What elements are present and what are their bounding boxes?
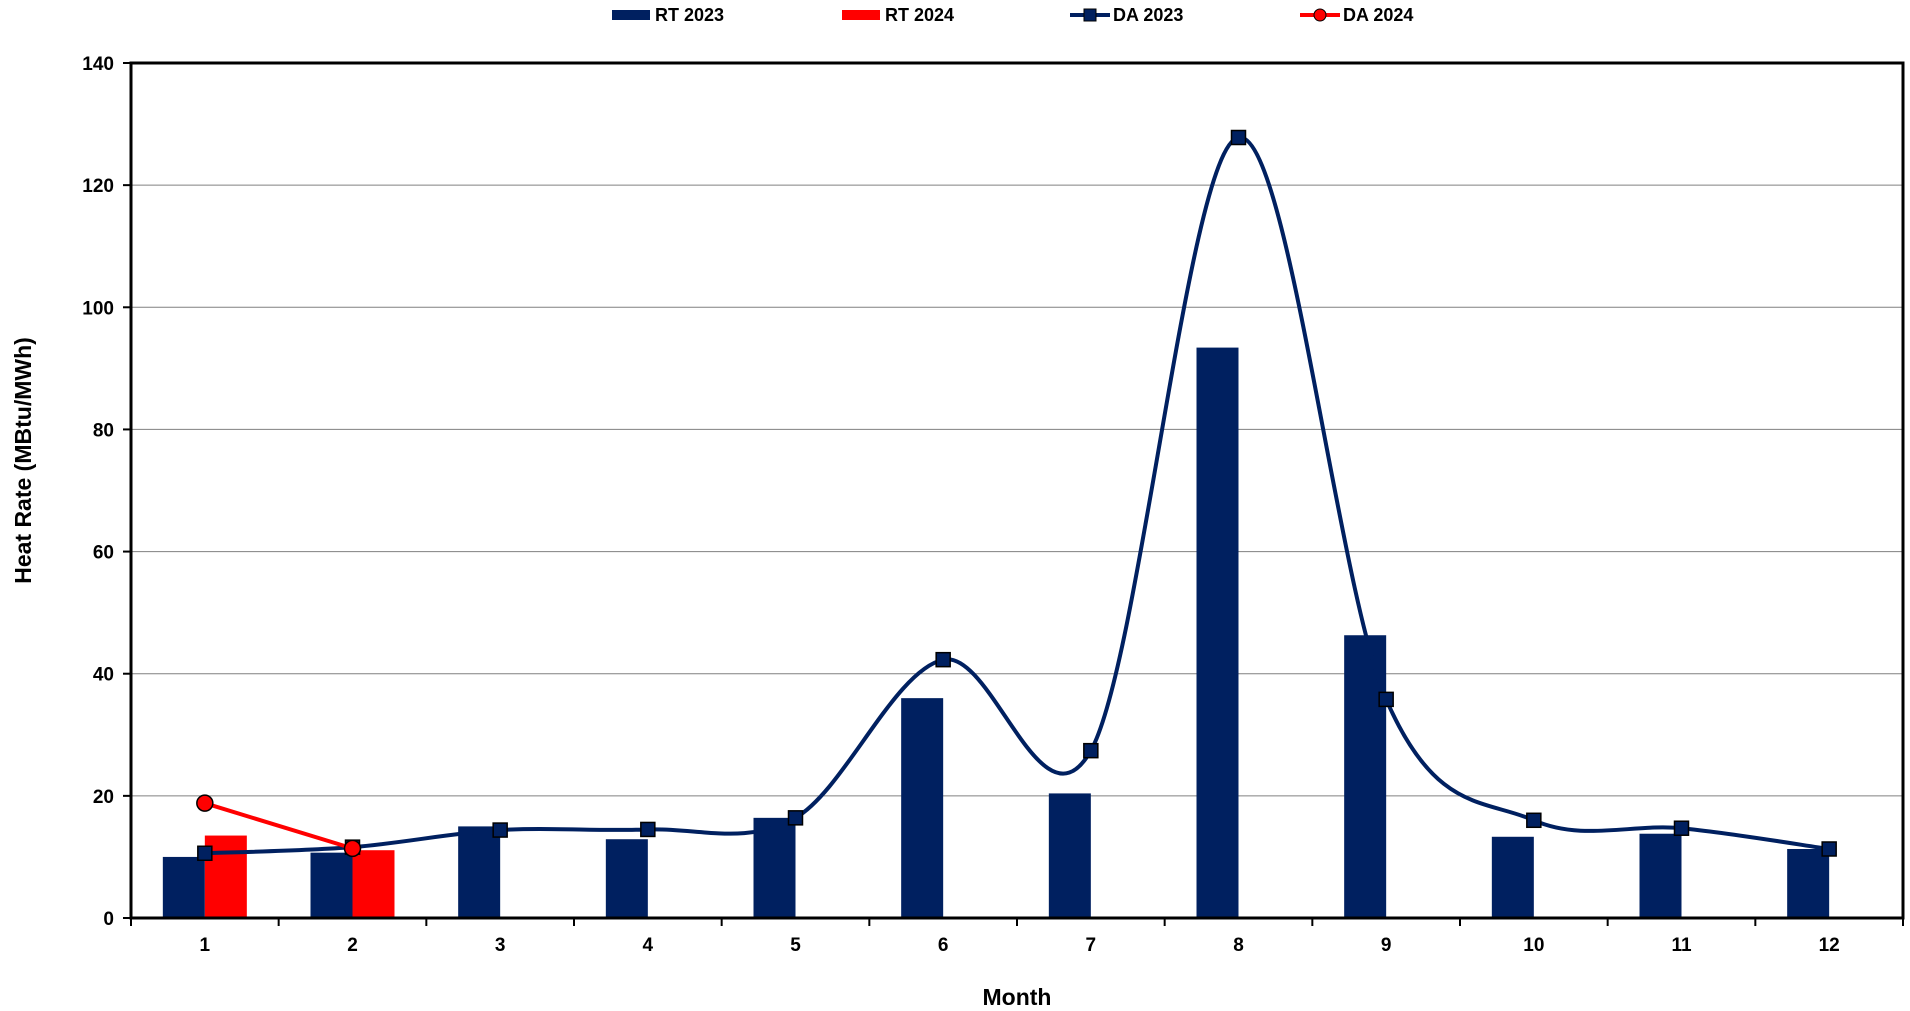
x-tick-label: 10: [1523, 935, 1544, 956]
x-tick-label: 7: [1086, 935, 1097, 956]
legend-swatch: [612, 10, 650, 20]
bar-rt-2023: [1048, 793, 1091, 918]
marker-da-2024: [196, 794, 214, 812]
x-tick-label: 9: [1381, 935, 1392, 956]
legend-item-da-2024: DA 2024: [1300, 5, 1413, 25]
bar-rt-2023: [1491, 836, 1534, 918]
line-da-2023: [204, 135, 1830, 856]
y-tick-label: 60: [93, 543, 114, 564]
marker-da-2023: [1230, 129, 1247, 146]
legend-label: RT 2023: [655, 5, 724, 25]
x-tick-label: 2: [347, 935, 358, 956]
plot-area-frame: [129, 61, 1905, 920]
y-tick-label: 80: [93, 420, 114, 441]
marker-da-2023: [1526, 812, 1542, 829]
y-tick-label: 140: [82, 54, 114, 75]
marker-da-2023: [935, 651, 951, 668]
bar-rt-2023: [605, 839, 648, 918]
chart-bars: [162, 347, 1830, 918]
y-tick-label: 100: [82, 298, 114, 319]
x-tick-label: 4: [643, 935, 654, 956]
y-axis-title: Heat Rate (MBtu/MWh): [10, 337, 36, 584]
bar-rt-2023: [162, 856, 205, 918]
line-da-2024: [204, 801, 354, 851]
legend-marker: [1083, 8, 1097, 22]
legend-item-rt-2023: RT 2023: [612, 5, 724, 25]
legend-swatch: [842, 10, 880, 20]
y-tick-label: 20: [93, 787, 114, 808]
x-tick-label: 11: [1671, 935, 1692, 956]
marker-da-2023: [492, 822, 508, 838]
y-tick-label: 40: [93, 665, 114, 686]
legend-label: DA 2024: [1343, 5, 1413, 25]
bar-rt-2023: [1639, 833, 1682, 918]
bar-rt-2023: [458, 826, 501, 918]
legend-label: DA 2023: [1113, 5, 1183, 25]
marker-da-2024: [343, 839, 362, 858]
x-axis-title: Month: [983, 984, 1052, 1010]
y-tick-label: 0: [103, 909, 114, 930]
marker-da-2023: [197, 845, 213, 862]
marker-da-2023: [640, 821, 656, 838]
x-tick-label: 8: [1233, 935, 1244, 956]
legend-item-rt-2024: RT 2024: [842, 5, 954, 25]
chart-lines: [196, 129, 1837, 862]
y-tick-label: 120: [82, 176, 114, 197]
bar-rt-2023: [1196, 347, 1239, 918]
x-tick-label: 3: [495, 935, 506, 956]
marker-da-2023: [1083, 742, 1099, 759]
chart-gridlines: [131, 62, 1903, 797]
bar-rt-2023: [901, 698, 944, 918]
bar-rt-2023: [310, 852, 353, 918]
x-tick-label: 6: [938, 935, 949, 956]
bar-rt-2024: [352, 850, 395, 918]
bar-rt-2023: [1787, 848, 1830, 918]
marker-da-2023: [1821, 841, 1837, 857]
marker-da-2023: [787, 810, 804, 826]
bar-rt-2023: [753, 817, 796, 918]
legend-marker: [1313, 8, 1327, 22]
chart-legend: RT 2023 RT 2024 DA 2023 DA 2024: [612, 5, 1413, 25]
x-tick-label: 1: [200, 935, 211, 956]
marker-da-2023: [1673, 820, 1690, 836]
marker-da-2023: [1378, 691, 1394, 708]
x-tick-label: 12: [1819, 935, 1840, 956]
x-tick-label: 5: [790, 935, 801, 956]
legend-item-da-2023: DA 2023: [1070, 5, 1183, 25]
legend-label: RT 2024: [885, 5, 954, 25]
